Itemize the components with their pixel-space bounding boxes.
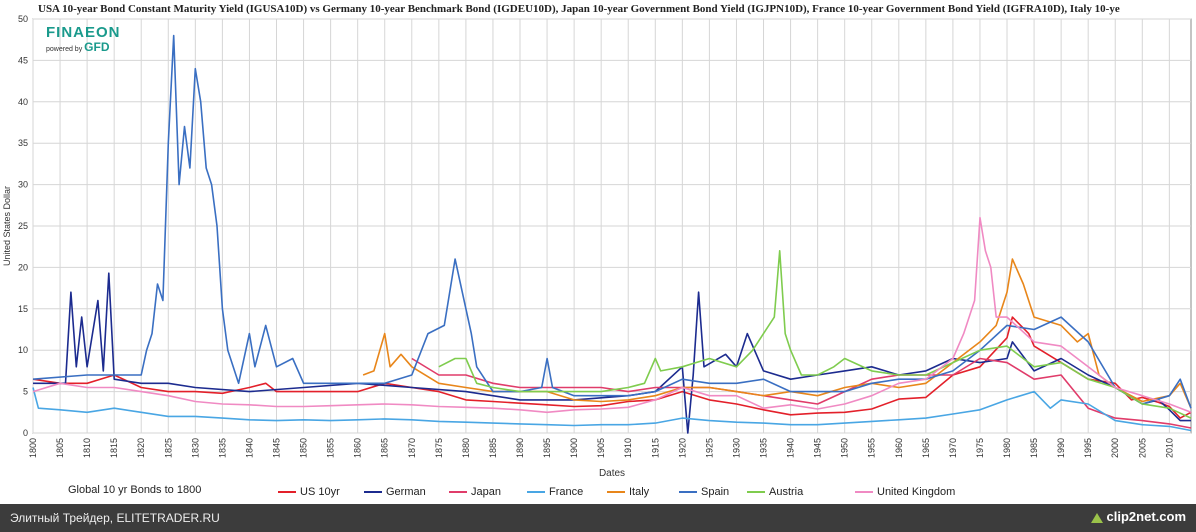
x-tick-label: 2005 [1137, 438, 1147, 458]
legend-item-us-10yr: US 10yr [278, 486, 340, 498]
legend-label: Japan [471, 486, 501, 498]
legend-label: United Kingdom [877, 486, 956, 498]
footer-bar: Элитный Трейдер, ELITETRADER.RU clip2net… [0, 504, 1196, 532]
x-tick-label: 1910 [623, 438, 633, 458]
x-tick-label: 2010 [1164, 438, 1174, 458]
x-tick-label: 1925 [704, 438, 714, 458]
series-line-japan [411, 357, 1192, 429]
x-tick-label: 1965 [921, 438, 931, 458]
clip2net-label: clip2net.com [1106, 509, 1186, 524]
x-tick-label: 1920 [677, 438, 687, 458]
series-line-france [32, 387, 1192, 432]
legend-label: German [386, 486, 426, 498]
x-tick-label: 1905 [596, 438, 606, 458]
legend-item-italy: Italy [607, 486, 649, 498]
x-tick-label: 1890 [515, 438, 525, 458]
series-line-italy [362, 258, 1192, 409]
y-tick-label: 10 [18, 345, 28, 355]
x-tick-label: 2000 [1110, 438, 1120, 458]
upload-arrow-icon [1090, 512, 1103, 523]
legend-item-german: German [364, 486, 426, 498]
legend-item-united-kingdom: United Kingdom [855, 486, 955, 498]
series-line-german [33, 272, 1191, 434]
legend-item-france: France [527, 486, 583, 498]
legend-label: Italy [629, 486, 650, 498]
y-axis-label: United States Dollar [2, 186, 12, 266]
x-tick-label: 1820 [136, 438, 146, 458]
clip2net-logo: clip2net.com [1090, 509, 1186, 524]
legend-swatch [449, 491, 467, 494]
y-tick-label: 5 [23, 387, 28, 397]
x-tick-label: 1935 [759, 438, 769, 458]
x-tick-label: 1825 [163, 438, 173, 458]
legend-item-spain: Spain [679, 486, 729, 498]
x-tick-label: 1870 [407, 438, 417, 458]
x-tick-label: 1945 [813, 438, 823, 458]
x-tick-label: 1855 [326, 438, 336, 458]
x-tick-label: 1835 [217, 438, 227, 458]
x-tick-label: 1885 [488, 438, 498, 458]
x-axis-label: Dates [599, 468, 625, 479]
x-tick-label: 1915 [650, 438, 660, 458]
series-line-austria [438, 250, 1192, 419]
legend-label: Austria [769, 486, 804, 498]
x-tick-label: 1845 [272, 438, 282, 458]
legend-swatch [278, 491, 296, 494]
logo-partner: GFD [84, 40, 110, 54]
x-tick-label: 1830 [190, 438, 200, 458]
legend-label: US 10yr [300, 486, 340, 498]
x-tick-label: 1880 [461, 438, 471, 458]
x-tick-label: 1990 [1056, 438, 1066, 458]
x-tick-label: 1800 [28, 438, 38, 458]
x-tick-label: 1810 [82, 438, 92, 458]
chart-title: USA 10-year Bond Constant Maturity Yield… [38, 3, 1120, 15]
footer-source-text: Элитный Трейдер, ELITETRADER.RU [10, 511, 220, 525]
y-tick-label: 50 [18, 14, 28, 24]
chart-area: 0 5 10 15 20 25 30 35 40 45 50 1800 1805 1810 1815 1820… [2, 14, 1192, 479]
legend-swatch [527, 491, 545, 494]
x-tick-label: 1995 [1083, 438, 1093, 458]
y-tick-label: 20 [18, 262, 28, 272]
y-tick-label: 0 [23, 428, 28, 438]
finaeon-logo: FINAEON powered by GFD [46, 24, 121, 54]
y-tick-label: 25 [18, 221, 28, 231]
series-line-united-kingdom [32, 216, 1192, 414]
x-tick-label: 1815 [109, 438, 119, 458]
y-tick-label: 30 [18, 180, 28, 190]
x-tick-label: 1960 [894, 438, 904, 458]
logo-brand: FINAEON [46, 24, 121, 41]
legend-label: Spain [701, 486, 730, 498]
x-tick-label: 1805 [55, 438, 65, 458]
x-tick-label: 1970 [948, 438, 958, 458]
x-tick-label: 1950 [840, 438, 850, 458]
legend-label: France [549, 486, 584, 498]
chart-legend: Global 10 yr Bonds to 1800 US 10yr German… [0, 484, 1196, 502]
legend-swatch [364, 491, 382, 494]
x-tick-label: 1900 [569, 438, 579, 458]
x-tick-label: 1875 [434, 438, 444, 458]
legend-swatch [855, 491, 873, 494]
y-tick-label: 15 [18, 304, 28, 314]
x-tick-label: 1850 [299, 438, 309, 458]
legend-swatch [679, 491, 697, 494]
legend-caption: Global 10 yr Bonds to 1800 [68, 484, 202, 496]
logo-powered-by: powered by GFD [46, 40, 110, 54]
x-tick-label: 1985 [1029, 438, 1039, 458]
x-tick-label: 1955 [867, 438, 877, 458]
x-tick-label: 1895 [542, 438, 552, 458]
x-tick-label: 1975 [975, 438, 985, 458]
legend-swatch [607, 491, 625, 494]
x-tick-label: 1930 [731, 438, 741, 458]
y-tick-label: 40 [18, 97, 28, 107]
x-tick-label: 1840 [244, 438, 254, 458]
y-tick-label: 35 [18, 138, 28, 148]
y-tick-label: 45 [18, 55, 28, 65]
x-tick-label: 1865 [380, 438, 390, 458]
x-tick-label: 1860 [353, 438, 363, 458]
x-tick-label: 1940 [786, 438, 796, 458]
x-tick-label: 1980 [1002, 438, 1012, 458]
legend-swatch [747, 491, 765, 494]
legend-item-japan: Japan [449, 486, 501, 498]
legend-item-austria: Austria [747, 486, 803, 498]
